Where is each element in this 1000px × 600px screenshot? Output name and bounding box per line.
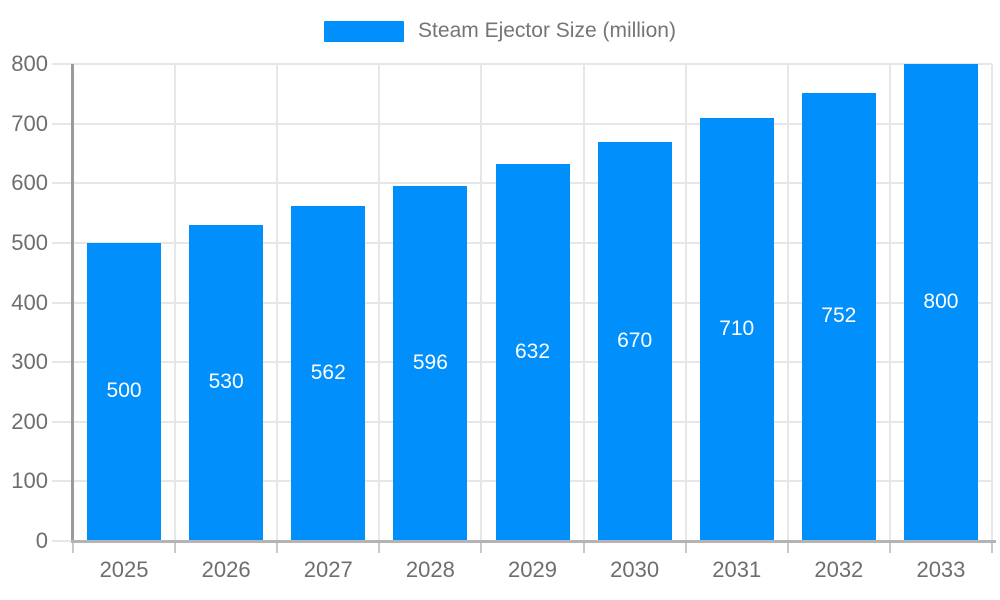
x-axis-tick [276,541,279,553]
y-axis-tick [52,540,73,542]
bar-value-label: 800 [923,290,959,313]
gridline-vertical [684,64,687,541]
x-tick-label: 2033 [916,557,966,582]
y-tick-label: 700 [11,110,48,136]
x-tick-label: 2025 [99,557,149,582]
x-axis-tick [174,541,177,553]
legend-label: Steam Ejector Size (million) [418,19,676,42]
x-axis-tick [72,541,74,553]
gridline-vertical [888,64,891,541]
gridline-vertical [174,64,177,541]
bar-value-label: 530 [208,370,244,394]
bar-value-label: 500 [106,379,142,403]
legend-swatch [324,20,405,42]
x-axis-tick [684,541,687,553]
y-axis-tick [52,63,73,65]
x-axis-tick [991,541,993,553]
y-tick-label: 0 [35,528,48,553]
legend[interactable]: Steam Ejector Size (million) [0,20,1000,42]
y-axis-tick [52,122,73,125]
x-axis-tick [888,541,891,553]
x-tick-label: 2029 [508,557,557,582]
y-tick-label: 600 [11,170,48,196]
bar-value-label: 752 [821,304,857,328]
gridline-vertical [480,64,483,541]
x-axis-tick [582,541,585,553]
gridline-vertical [582,64,585,541]
gridline-vertical [378,64,381,541]
y-tick-label: 100 [11,468,48,494]
y-axis-tick [52,361,73,364]
y-tick-label: 200 [11,408,48,434]
y-tick-label: 800 [11,51,48,76]
bar-2028[interactable]: 596 [393,185,468,540]
bar-value-label: 710 [719,316,755,340]
y-axis-tick [52,301,73,304]
x-tick-label: 2030 [610,557,660,582]
bar-value-label: 670 [617,328,653,352]
bar-value-label: 596 [412,350,448,374]
bar-2026[interactable]: 530 [189,224,264,540]
gridline-vertical [786,64,789,541]
y-tick-label: 500 [11,229,48,255]
y-axis-tick [52,182,73,185]
bar-2031[interactable]: 710 [699,117,774,540]
bar-2025[interactable]: 500 [87,242,162,540]
y-tick-label: 400 [11,289,48,315]
x-axis-tick [786,541,789,553]
y-tick-label: 300 [11,349,48,375]
x-tick-label: 2027 [303,557,353,582]
bar-2030[interactable]: 670 [597,141,672,540]
x-tick-label: 2032 [814,557,864,582]
gridline-vertical [276,64,279,541]
x-axis-tick [480,541,483,553]
x-tick-label: 2031 [712,557,762,582]
bar-2033[interactable]: 800 [903,64,978,540]
gridline-horizontal [73,122,992,125]
y-axis-tick [52,480,73,483]
bar-value-label: 562 [310,360,346,384]
gridline-horizontal [73,63,992,65]
bar-value-label: 632 [514,340,551,364]
x-axis-tick [378,541,381,553]
y-axis-tick [52,241,73,244]
y-axis-line [71,64,74,543]
y-axis-tick [52,420,73,423]
gridline-vertical [991,64,993,541]
x-axis-line [71,540,996,543]
x-tick-label: 2028 [405,557,455,582]
bar-2027[interactable]: 562 [291,205,366,540]
bar-2029[interactable]: 632 [495,164,570,540]
bar-2032[interactable]: 752 [801,92,876,540]
x-tick-label: 2026 [201,557,251,582]
